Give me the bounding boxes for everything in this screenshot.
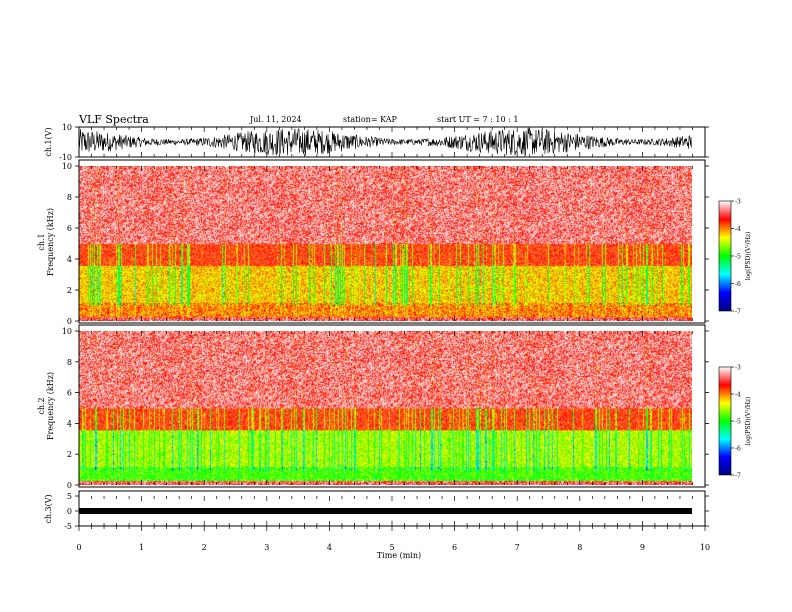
y-tick-label: 8 bbox=[67, 193, 72, 202]
colorbar-tick-label: -5 bbox=[735, 419, 741, 426]
x-tick-label: 9 bbox=[640, 543, 645, 552]
start-time-label: start UT = 7 : 10 : 1 bbox=[437, 115, 519, 124]
y-tick-label: 10 bbox=[62, 123, 72, 132]
x-tick-label: 5 bbox=[389, 543, 394, 552]
y-tick-label: 4 bbox=[67, 255, 72, 264]
y-tick-label: -10 bbox=[59, 153, 72, 162]
x-axis-label: Time (min) bbox=[377, 551, 421, 560]
y-tick-label: 4 bbox=[67, 419, 72, 428]
ch2-colorbar: -3 -4 -5 -6 -7 log(PSD)(V²/Hz) bbox=[718, 365, 752, 480]
y-tick-label: 0 bbox=[67, 507, 72, 516]
colorbar-tick-label: -4 bbox=[735, 226, 741, 233]
ch2-spectrogram-image bbox=[79, 331, 692, 485]
colorbar-tick-label: -6 bbox=[735, 446, 741, 453]
y-tick-label: 2 bbox=[67, 286, 72, 295]
ch1-colorbar: -3 -4 -5 -6 -7 log(PSD)(V²/Hz) bbox=[718, 199, 752, 316]
date-label: Jul. 11, 2024 bbox=[250, 115, 302, 124]
colorbar-tick-label: -3 bbox=[735, 365, 741, 372]
station-label: station= KAP bbox=[343, 115, 397, 124]
y-tick-label: 5 bbox=[67, 492, 72, 501]
ch3-ylabel: ch.3(V) bbox=[44, 494, 53, 523]
ch1-waveform-panel: 10 -10 bbox=[59, 123, 709, 162]
x-tick-label: 10 bbox=[700, 543, 710, 552]
ch2-spectrogram-panel: 0 2 4 6 8 10 bbox=[62, 324, 709, 490]
colorbar-tick-label: -6 bbox=[735, 281, 741, 288]
y-tick-label: 10 bbox=[62, 327, 72, 336]
y-tick-label: -5 bbox=[64, 522, 72, 531]
x-tick-label: 7 bbox=[515, 543, 520, 552]
ch3-waveform-band bbox=[79, 508, 692, 514]
colorbar-tick-label: -7 bbox=[735, 473, 741, 480]
colorbar-tick-label: -3 bbox=[735, 199, 741, 206]
x-tick-label: 0 bbox=[76, 543, 81, 552]
ch1-ylabel: ch.1(V) bbox=[44, 127, 53, 156]
y-tick-label: 2 bbox=[67, 450, 72, 459]
y-tick-label: 6 bbox=[67, 389, 72, 398]
y-tick-label: 6 bbox=[67, 224, 72, 233]
ch3-waveform-panel: 5 0 -5 bbox=[64, 490, 709, 531]
chart-title: VLF Spectra bbox=[79, 113, 149, 126]
y-tick-label: 10 bbox=[62, 162, 72, 171]
ch1-spectrogram-image bbox=[79, 166, 692, 321]
x-tick-label: 2 bbox=[202, 543, 207, 552]
ch1-spectrogram-ylabel: ch.1Frequency (kHz) bbox=[37, 208, 55, 276]
y-tick-label: 0 bbox=[67, 317, 72, 326]
x-tick-label: 1 bbox=[139, 543, 144, 552]
colorbar-tick-label: -7 bbox=[735, 309, 741, 316]
x-tick-label: 8 bbox=[577, 543, 582, 552]
x-tick-label: 6 bbox=[452, 543, 457, 552]
ch1-colorbar-label: log(PSD)(V²/Hz) bbox=[745, 232, 752, 281]
ch2-spectrogram-ylabel: ch.2Frequency (kHz) bbox=[37, 372, 55, 440]
y-tick-label: 0 bbox=[67, 481, 72, 490]
colorbar-tick-label: -5 bbox=[735, 254, 741, 261]
y-tick-label: 8 bbox=[67, 358, 72, 367]
colorbar-tick-label: -4 bbox=[735, 392, 741, 399]
x-tick-label: 4 bbox=[327, 543, 332, 552]
ch2-colorbar-label: log(PSD)(V²/Hz) bbox=[745, 397, 752, 446]
ch1-spectrogram-panel: 0 2 4 6 8 10 bbox=[62, 159, 709, 326]
ch1-waveform-line bbox=[78, 127, 693, 157]
x-tick-label: 3 bbox=[264, 543, 269, 552]
